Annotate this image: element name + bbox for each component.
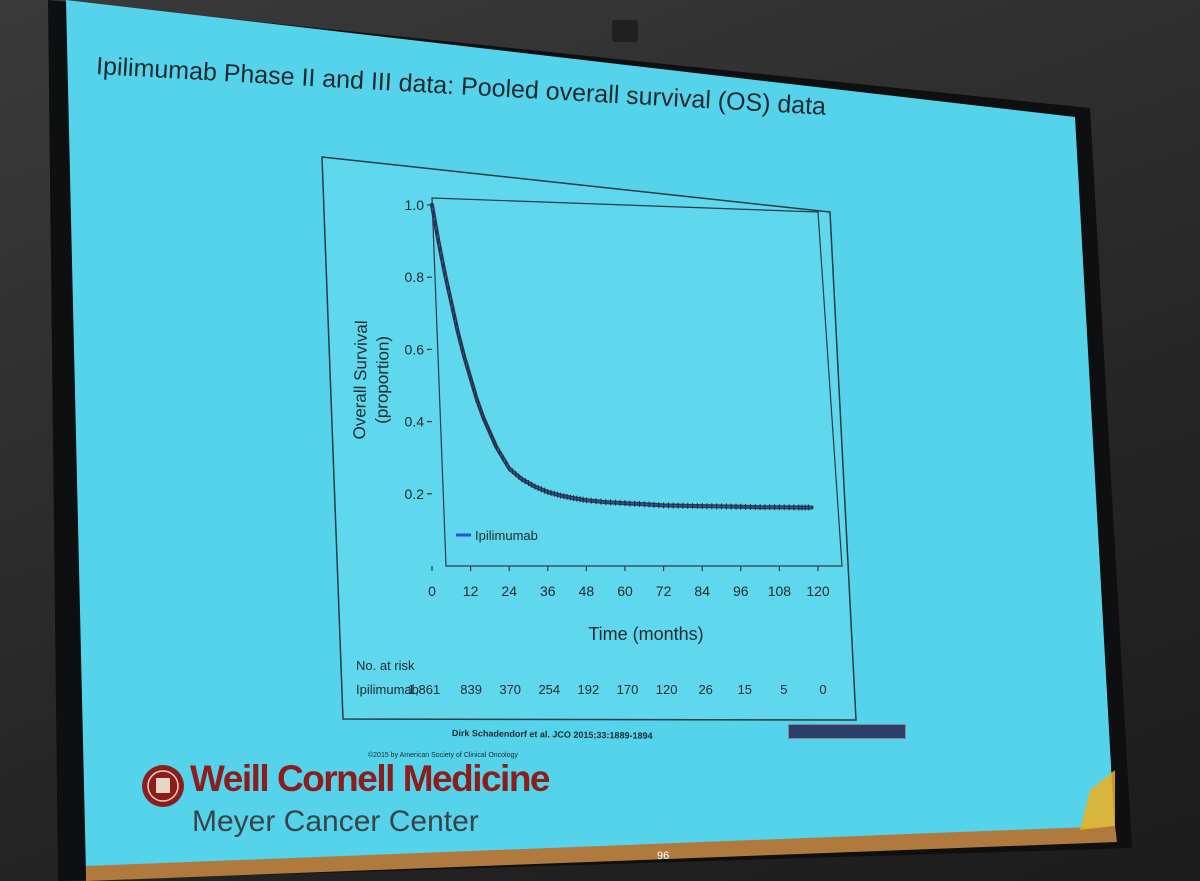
slide-footer-bar: [86, 826, 1117, 881]
citation: Dirk Schadendorf et al. JCO 2015;33:1889…: [451, 728, 653, 741]
at-risk-value: 26: [698, 682, 712, 697]
at-risk-value: 0: [819, 682, 826, 697]
x-tick-label: 48: [579, 583, 595, 599]
cornell-seal-ring: [147, 770, 179, 802]
organization-subtitle: Meyer Cancer Center: [192, 805, 479, 838]
at-risk-value: 839: [460, 682, 482, 697]
x-tick-label: 84: [694, 583, 710, 599]
chart-outer-panel: [321, 156, 857, 721]
y-tick-label: 0.4: [405, 414, 425, 430]
censor-marks: [431, 202, 809, 511]
journal-source-badge: [788, 724, 906, 739]
y-tick-label: 0.2: [405, 486, 425, 502]
slide-title: Ipilimumab Phase II and III data: Pooled…: [95, 52, 827, 121]
y-axis-label-unit: (proportion): [372, 336, 393, 424]
y-axis-label: Overall Survival: [350, 320, 371, 439]
at-risk-values: 1,861 839 370 254 192 170 120 26 15 5 0: [408, 682, 827, 697]
cornell-seal-shield: [156, 778, 170, 793]
at-risk-value: 15: [738, 682, 752, 697]
x-tick-label: 0: [428, 583, 436, 599]
x-tick-label: 24: [501, 583, 517, 599]
at-risk-header: No. at risk: [356, 658, 415, 673]
organization-name: Weill Cornell Medicine: [190, 758, 551, 799]
at-risk-value: 5: [780, 682, 787, 697]
webcam-device: [612, 20, 638, 42]
x-axis-label: Time (months): [588, 624, 703, 644]
x-tick-label: 36: [540, 583, 556, 599]
x-tick-label: 108: [768, 583, 792, 599]
x-tick-label: 72: [656, 583, 672, 599]
x-tick-label: 60: [617, 583, 633, 599]
y-tick-label: 0.8: [405, 269, 425, 285]
at-risk-value: 120: [656, 682, 678, 697]
y-tick-label: 1.0: [405, 197, 425, 213]
at-risk-value: 370: [499, 682, 521, 697]
at-risk-value: 254: [538, 682, 560, 697]
x-tick-label: 120: [806, 583, 830, 599]
at-risk-value: 192: [578, 682, 600, 697]
y-axis-ticks: 0.2 0.4 0.6 0.8 1.0: [405, 197, 432, 502]
slide-page-number: 96: [657, 850, 670, 862]
x-tick-label: 12: [463, 583, 479, 599]
footer-accent: [1080, 770, 1115, 830]
copyright-notice: ©2015 by American Society of Clinical On…: [368, 752, 518, 759]
at-risk-value: 170: [617, 682, 639, 697]
x-tick-label: 96: [733, 583, 749, 599]
at-risk-label: Ipilimumab: [356, 682, 419, 697]
chart-plot-frame: [431, 197, 843, 567]
y-tick-label: 0.6: [405, 341, 425, 357]
legend-label: Ipilimumab: [475, 528, 538, 543]
at-risk-value: 1,861: [408, 682, 441, 697]
x-axis-ticks: 0 12 24 36 48 60 72 84 96 108 120: [428, 566, 830, 599]
